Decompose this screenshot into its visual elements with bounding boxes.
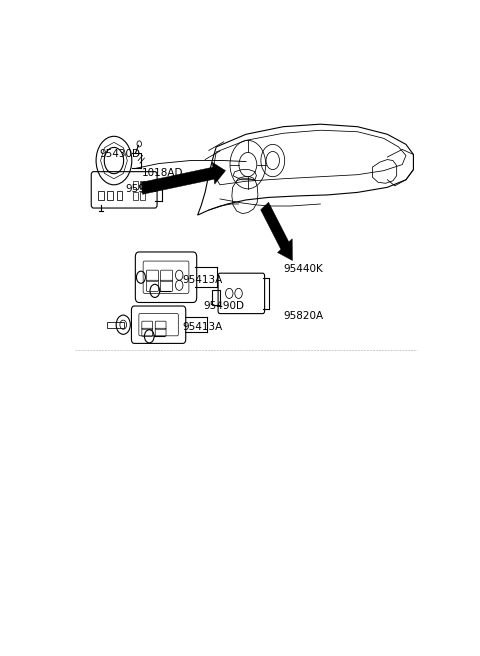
Text: 95820A: 95820A [283, 311, 324, 321]
Text: 95413A: 95413A [183, 321, 223, 332]
Polygon shape [141, 162, 226, 194]
Text: 95950: 95950 [125, 184, 158, 194]
Polygon shape [261, 202, 292, 260]
Text: 1018AD: 1018AD [142, 168, 183, 178]
Text: 95490D: 95490D [203, 300, 244, 310]
Text: 95413A: 95413A [183, 275, 223, 285]
Text: 95440K: 95440K [283, 264, 323, 274]
Text: 95430D: 95430D [99, 149, 140, 159]
